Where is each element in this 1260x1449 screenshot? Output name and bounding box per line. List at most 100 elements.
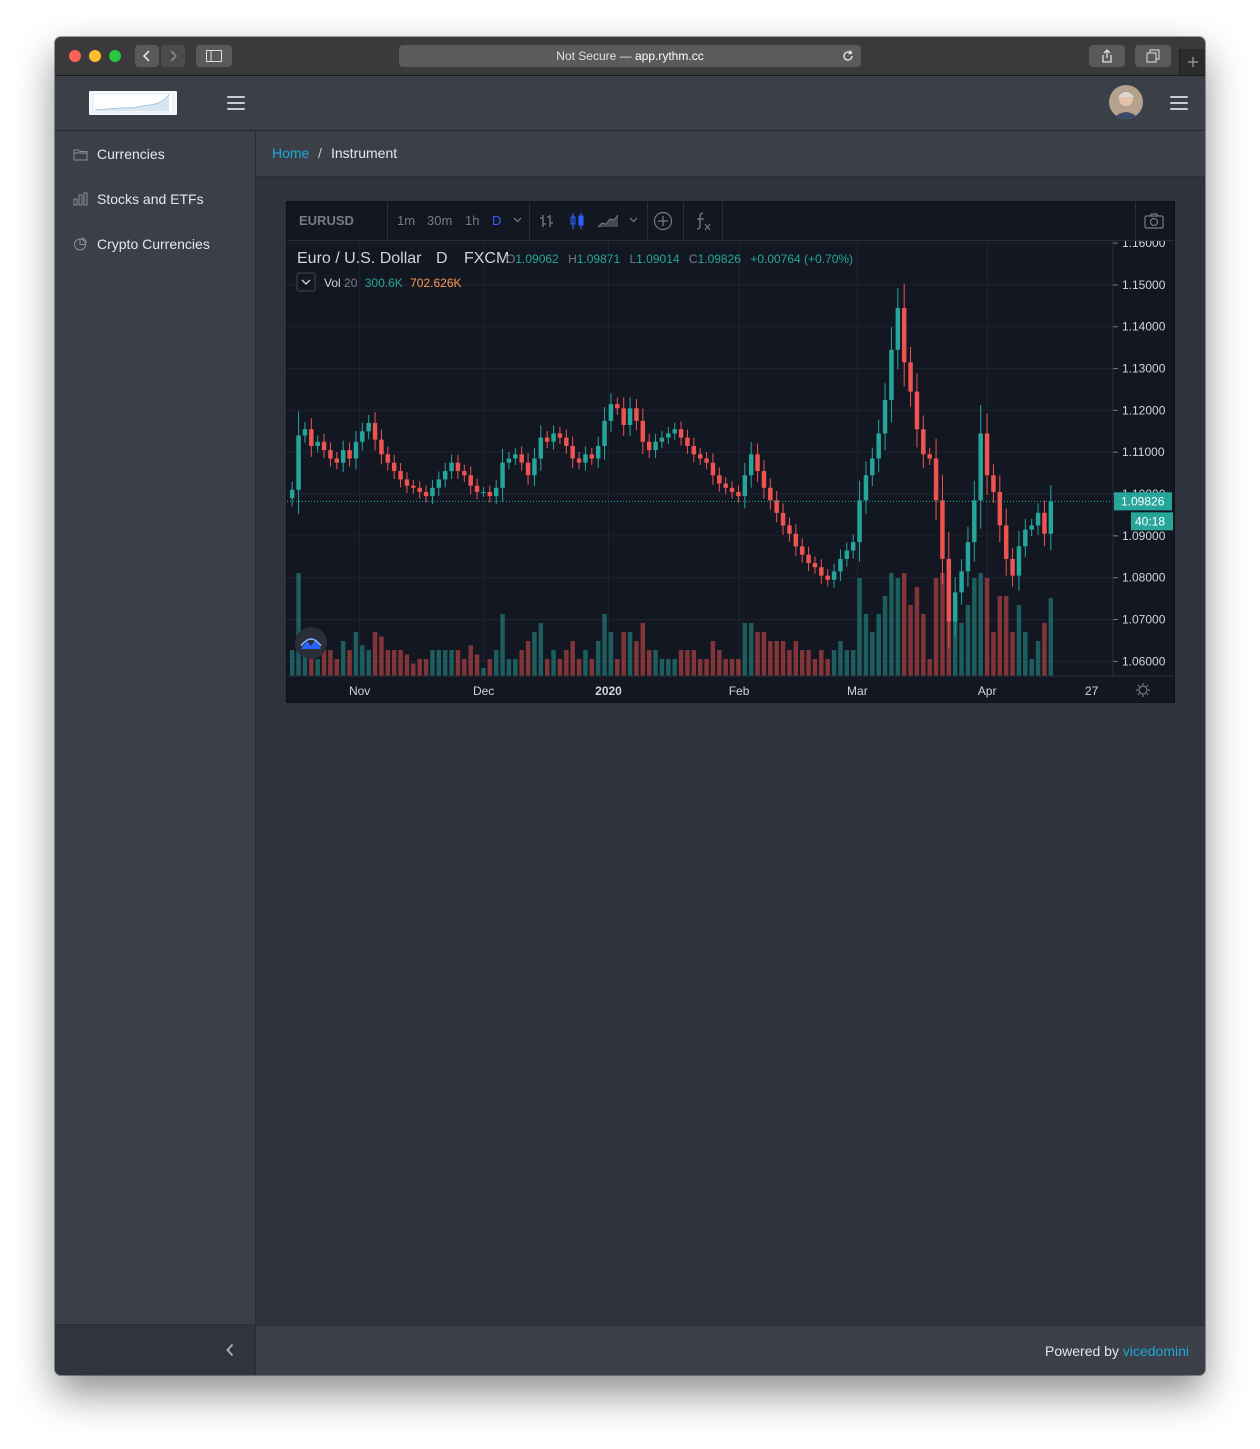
candle-body <box>430 487 435 497</box>
candle-body <box>315 441 320 446</box>
candles-style-icon[interactable] <box>569 212 585 230</box>
volume-bar <box>366 650 371 676</box>
volume-bar <box>748 623 754 676</box>
reload-icon[interactable] <box>841 49 855 63</box>
sidebar-menu-toggle[interactable] <box>227 96 245 110</box>
close-window-button[interactable] <box>69 50 81 62</box>
open-label: O <box>506 252 515 266</box>
volume-bar <box>940 573 945 676</box>
tradingview-logo[interactable] <box>295 627 327 659</box>
avatar-icon <box>1109 85 1143 119</box>
volume-bar <box>672 659 677 676</box>
sidebar-toggle-button[interactable] <box>196 45 232 67</box>
volume-bar <box>761 632 767 676</box>
volume-bar <box>544 659 550 676</box>
tabs-overview-button[interactable] <box>1135 45 1171 67</box>
candle-body <box>761 471 767 488</box>
price-tick-label: 1.08000 <box>1122 571 1166 585</box>
chevron-left-icon <box>226 1343 234 1357</box>
camera-icon[interactable] <box>1144 213 1164 229</box>
sidebar-item-stocks-and-etfs[interactable]: Stocks and ETFs <box>73 189 204 209</box>
chevron-down-icon[interactable] <box>513 217 522 223</box>
candle-body <box>340 450 346 463</box>
volume-bar <box>793 641 799 676</box>
candle-body <box>595 445 601 459</box>
price-tick-label: 1.14000 <box>1122 320 1166 334</box>
volume-bars <box>289 573 1054 676</box>
candle-body <box>780 512 786 526</box>
volume-bar <box>1023 632 1028 676</box>
volume-bar <box>634 641 639 676</box>
footer-author-link[interactable]: vicedomini <box>1122 1343 1189 1359</box>
volume-value: 300.6K <box>365 276 403 290</box>
tradingview-chart[interactable]: EURUSD 1m 30m 1h D <box>286 201 1175 703</box>
volume-bar <box>729 659 735 676</box>
volume-bar <box>997 596 1003 676</box>
user-avatar[interactable] <box>1109 85 1143 119</box>
volume-bar <box>411 663 416 676</box>
forward-button[interactable] <box>161 45 185 67</box>
volume-bar <box>296 573 301 676</box>
candle-body <box>946 558 952 622</box>
candle-body <box>372 422 378 440</box>
volume-bar <box>646 650 652 676</box>
plus-icon <box>1188 57 1198 67</box>
share-button[interactable] <box>1089 45 1125 67</box>
chevron-down-icon[interactable] <box>629 217 638 223</box>
new-tab-button[interactable] <box>1179 49 1205 75</box>
volume-bar <box>659 659 665 676</box>
candle-body <box>882 399 888 434</box>
volume-bar <box>965 605 971 676</box>
timeframe-30m[interactable]: 30m <box>427 213 453 228</box>
compare-plus-icon[interactable] <box>653 211 673 231</box>
candle-body <box>1048 501 1054 534</box>
price-chart[interactable]: 1.16000 1.15000 1.14000 1.13000 1.12000 1.110… <box>287 241 1174 702</box>
candle-body <box>296 435 301 490</box>
app-logo[interactable] <box>89 91 177 115</box>
volume-bar <box>704 659 709 676</box>
volume-bar <box>825 659 830 676</box>
aside-menu-toggle[interactable] <box>1170 96 1188 110</box>
candle-body <box>538 437 544 459</box>
timeframe-d[interactable]: D <box>492 213 502 228</box>
sidebar-minimizer[interactable] <box>55 1324 255 1375</box>
price-tick-label: 1.11000 <box>1122 445 1165 459</box>
volume-bar <box>462 659 467 676</box>
candle-body <box>385 454 391 463</box>
volume-bar <box>1003 596 1009 676</box>
volume-bar <box>710 641 716 676</box>
sidebar-item-currencies[interactable]: Currencies <box>73 144 165 164</box>
volume-bar <box>589 659 595 676</box>
area-style-icon[interactable] <box>597 214 619 228</box>
bar-style-icon[interactable] <box>539 213 555 229</box>
volume-bar <box>538 623 544 676</box>
candle-body <box>857 500 862 543</box>
candle-body <box>640 420 646 442</box>
candle-body <box>576 458 582 463</box>
price-tick-label: 1.06000 <box>1122 654 1166 668</box>
candle-body <box>602 420 607 446</box>
bar-countdown-tag <box>1131 512 1173 531</box>
address-bar[interactable]: Not Secure — app.rythm.cc <box>399 45 861 67</box>
breadcrumb: Home / Instrument <box>256 131 1205 177</box>
back-button[interactable] <box>135 45 159 67</box>
candle-body <box>557 433 563 438</box>
breadcrumb-home-link[interactable]: Home <box>272 145 310 161</box>
pie-chart-icon <box>74 237 87 251</box>
symbol-search-button[interactable]: EURUSD <box>299 213 354 228</box>
indicators-fx-icon[interactable] <box>694 211 712 231</box>
sidebar-item-crypto-currencies[interactable]: Crypto Currencies <box>73 234 210 254</box>
sidebar-icon <box>206 50 222 62</box>
legend-collapse-button[interactable] <box>296 272 316 292</box>
candle-body <box>940 500 945 559</box>
chart-settings-icon[interactable] <box>1136 683 1150 697</box>
timeframe-1h[interactable]: 1h <box>465 213 480 228</box>
volume-bar <box>780 641 786 676</box>
volume-bar <box>952 605 958 676</box>
minimize-window-button[interactable] <box>89 50 101 62</box>
volume-bar <box>882 596 888 676</box>
timeframe-1m[interactable]: 1m <box>397 213 416 228</box>
volume-bar <box>959 623 964 676</box>
candle-body <box>532 458 537 476</box>
zoom-window-button[interactable] <box>109 50 121 62</box>
